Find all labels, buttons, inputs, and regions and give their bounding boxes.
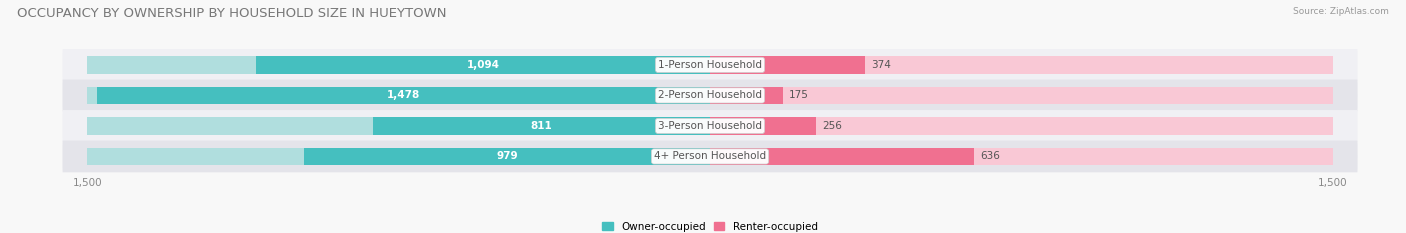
Bar xyxy=(710,56,865,74)
Text: 256: 256 xyxy=(823,121,842,131)
Text: 1,094: 1,094 xyxy=(467,60,499,70)
FancyBboxPatch shape xyxy=(62,140,1358,172)
Text: OCCUPANCY BY OWNERSHIP BY HOUSEHOLD SIZE IN HUEYTOWN: OCCUPANCY BY OWNERSHIP BY HOUSEHOLD SIZE… xyxy=(17,7,446,20)
Bar xyxy=(256,56,710,74)
Bar xyxy=(87,117,710,135)
Text: 2-Person Household: 2-Person Household xyxy=(658,90,762,100)
Bar xyxy=(710,56,1333,74)
Text: Source: ZipAtlas.com: Source: ZipAtlas.com xyxy=(1294,7,1389,16)
Bar xyxy=(87,87,710,104)
Bar xyxy=(97,87,710,104)
Bar xyxy=(710,87,1333,104)
FancyBboxPatch shape xyxy=(62,79,1358,111)
FancyBboxPatch shape xyxy=(62,110,1358,142)
Bar xyxy=(304,147,710,165)
Bar xyxy=(710,147,1333,165)
Bar xyxy=(710,147,974,165)
Text: 1-Person Household: 1-Person Household xyxy=(658,60,762,70)
Text: 3-Person Household: 3-Person Household xyxy=(658,121,762,131)
Legend: Owner-occupied, Renter-occupied: Owner-occupied, Renter-occupied xyxy=(598,218,823,233)
Bar xyxy=(87,147,710,165)
Text: 175: 175 xyxy=(789,90,808,100)
Bar xyxy=(710,87,783,104)
Text: 4+ Person Household: 4+ Person Household xyxy=(654,151,766,161)
Bar xyxy=(374,117,710,135)
Text: 811: 811 xyxy=(531,121,553,131)
Text: 1,478: 1,478 xyxy=(387,90,420,100)
FancyBboxPatch shape xyxy=(62,49,1358,81)
Text: 374: 374 xyxy=(872,60,891,70)
Text: 636: 636 xyxy=(980,151,1000,161)
Text: 979: 979 xyxy=(496,151,517,161)
Bar xyxy=(710,117,1333,135)
Bar xyxy=(710,117,817,135)
Bar xyxy=(87,56,710,74)
